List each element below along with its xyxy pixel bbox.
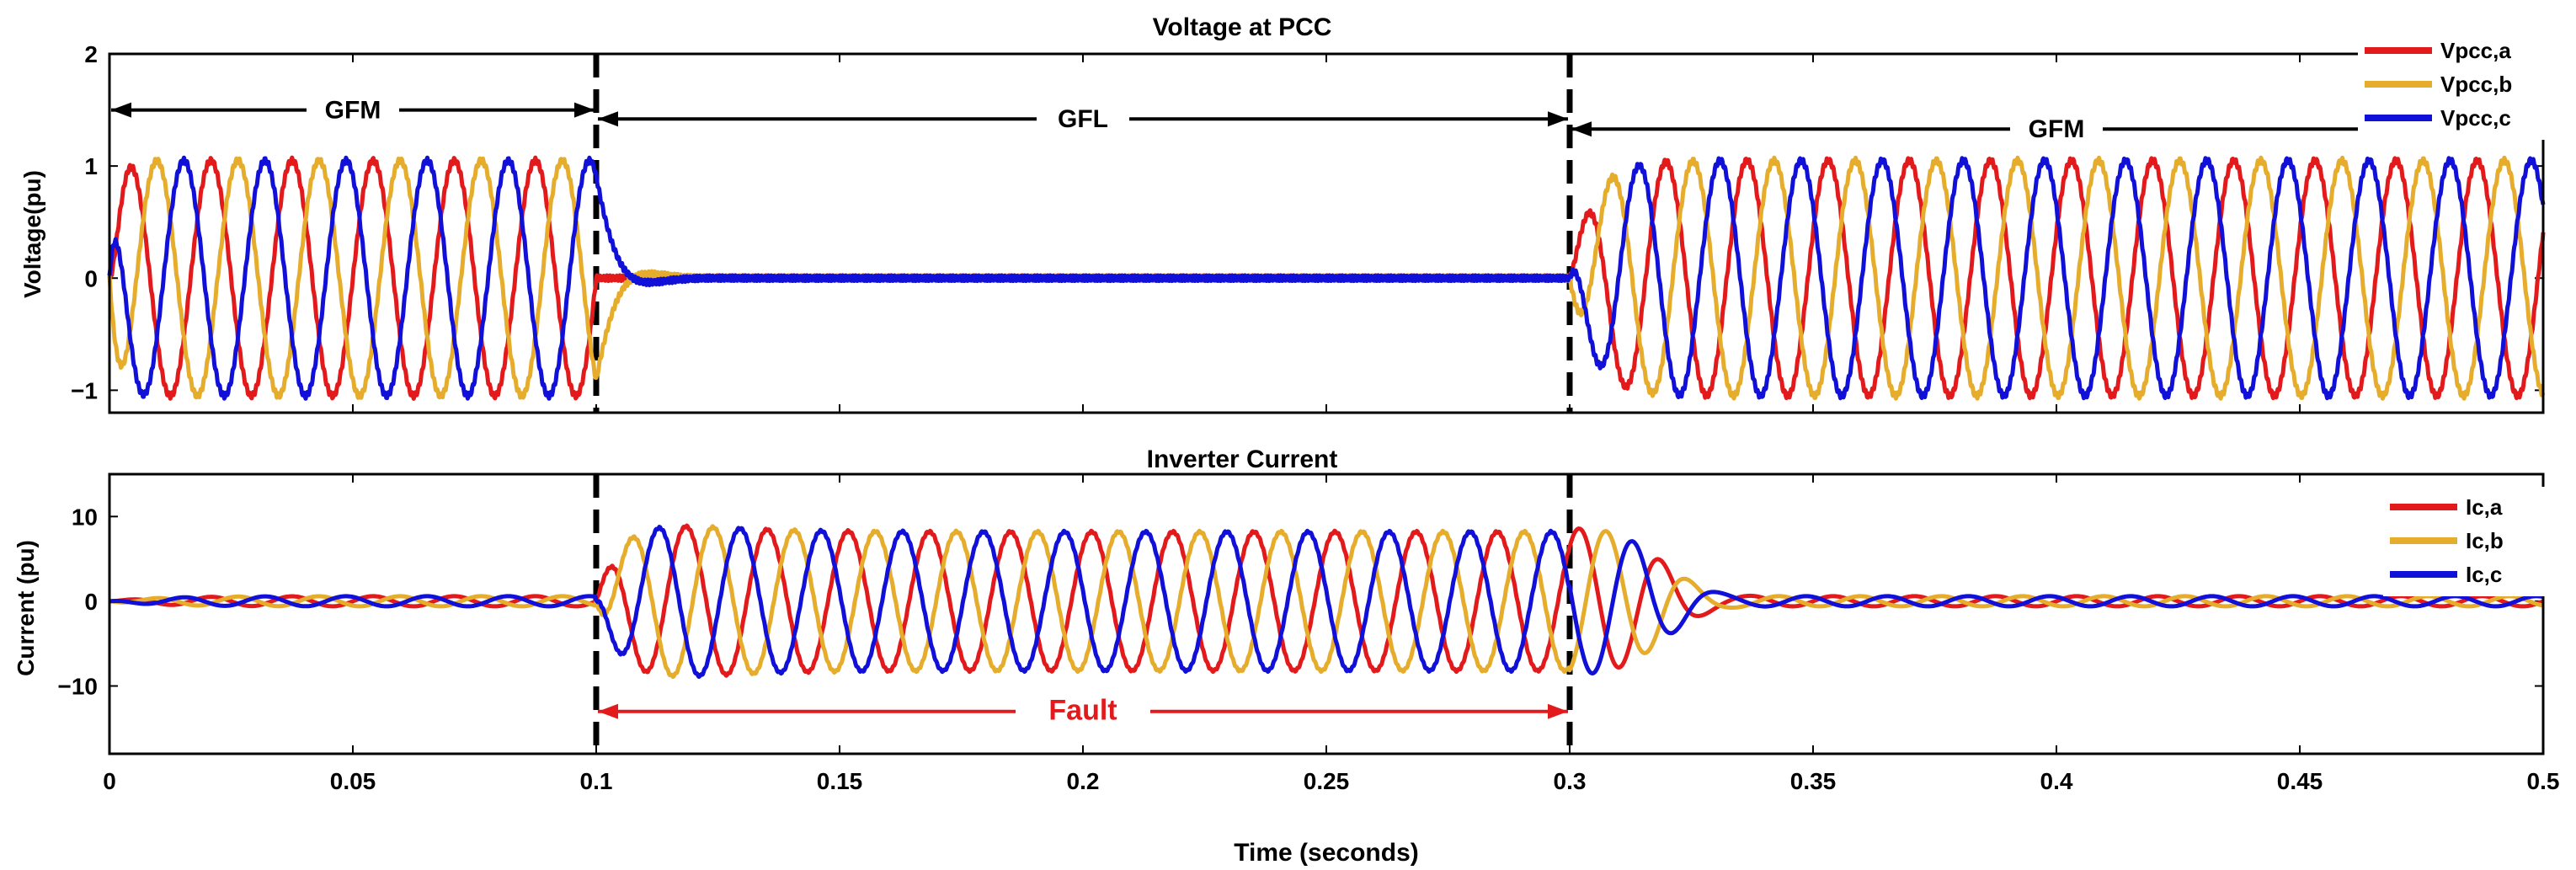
current-legend: Ic,a Ic,b Ic,c xyxy=(2383,487,2552,596)
x-tick-label: 0.25 xyxy=(1304,768,1350,794)
annotation-label: Fault xyxy=(1048,695,1117,727)
series-line-vpccc xyxy=(107,155,2546,401)
series-line-icc xyxy=(108,525,2545,680)
voltage-dividers xyxy=(593,54,1573,413)
y-tick-label: −1 xyxy=(71,377,98,403)
y-tick-label: 0 xyxy=(84,265,98,291)
current-annotations: Fault xyxy=(598,695,1568,727)
y-tick-label: 2 xyxy=(84,41,98,67)
voltage-y-axis-label: Voltage(pu) xyxy=(19,170,45,298)
x-tick-label: 0.1 xyxy=(580,768,613,794)
x-tick-label: 0.15 xyxy=(817,768,863,794)
y-tick-label: 0 xyxy=(84,589,98,615)
voltage-chart-title: Voltage at PCC xyxy=(1153,13,1332,41)
x-tick-label: 0.3 xyxy=(1554,768,1587,794)
voltage-annotations: GFM GFL GFM xyxy=(111,97,2541,143)
x-tick-label: 0.2 xyxy=(1067,768,1100,794)
current-chart-title: Inverter Current xyxy=(1147,446,1338,473)
voltage-legend: Vpcc,a Vpcc,b Vpcc,c xyxy=(2358,30,2560,140)
legend-label: Ic,c xyxy=(2466,562,2502,587)
annotation-label: GFM xyxy=(2029,115,2085,143)
arrowhead-left xyxy=(598,111,618,127)
x-axis-label: Time (seconds) xyxy=(1234,839,1419,867)
legend-label: Vpcc,c xyxy=(2440,105,2511,131)
arrowhead-left xyxy=(598,703,618,719)
x-tick-label: 0.35 xyxy=(1790,768,1837,794)
current-series xyxy=(108,523,2545,680)
arrowhead-right xyxy=(574,102,595,118)
legend-label: Vpcc,a xyxy=(2440,38,2511,63)
current-ticks: 0 0.05 0.1 0.15 0.2 0.25 0.3 0.35 0.4 0.45 0.5 10 0 −… xyxy=(58,474,2560,794)
annotation-1: GFL xyxy=(598,105,1568,133)
x-tick-label: 0.5 xyxy=(2527,768,2560,794)
current-plot-frame xyxy=(108,472,2545,755)
voltage-series xyxy=(107,155,2546,401)
arrowhead-right xyxy=(1548,111,1568,127)
legend-label: Vpcc,b xyxy=(2440,72,2512,97)
x-tick-label: 0.05 xyxy=(330,768,376,794)
x-tick-label: 0.45 xyxy=(2277,768,2323,794)
y-tick-label: 10 xyxy=(72,504,98,530)
annotation-0: Fault xyxy=(598,695,1568,727)
y-tick-label: 1 xyxy=(84,153,98,179)
x-tick-label: 0.4 xyxy=(2040,768,2073,794)
series-line-icb xyxy=(108,524,2545,680)
current-y-axis-label: Current (pu) xyxy=(13,540,39,676)
arrowhead-right xyxy=(1548,703,1568,719)
arrowhead-left xyxy=(1571,121,1592,137)
annotation-0: GFM xyxy=(111,97,595,125)
x-tick-label: 0 xyxy=(103,768,116,794)
legend-label: Ic,a xyxy=(2466,494,2503,520)
annotation-label: GFL xyxy=(1058,105,1108,133)
voltage-plot-frame xyxy=(108,52,2545,414)
current-panel: Inverter Current Current (pu) 0 0.05 0.1 0.… xyxy=(13,446,2559,867)
series-line-ica xyxy=(108,523,2545,678)
arrowhead-left xyxy=(111,102,131,118)
voltage-panel: Voltage at PCC Voltage(pu) 210−1 GFM GFL G… xyxy=(19,13,2560,414)
annotation-label: GFM xyxy=(325,97,381,125)
current-dividers xyxy=(593,474,1573,754)
y-tick-label: −10 xyxy=(58,674,99,700)
legend-label: Ic,b xyxy=(2466,528,2504,553)
